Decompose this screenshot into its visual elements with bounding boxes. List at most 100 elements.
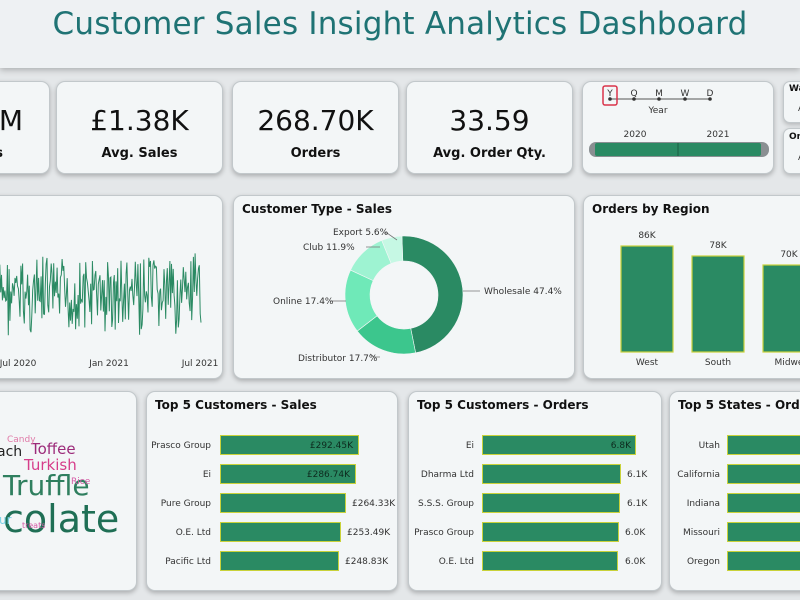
tco-row-3-bar[interactable] <box>482 493 620 513</box>
word-truffle: Truffle <box>2 469 90 502</box>
date-slicer-graphic: Y Q M W D Year 2020 2021 <box>589 85 769 157</box>
sales-trend-chart: Jul 2020 Jan 2021 Jul 2021 <box>0 253 219 369</box>
tcs-row-4-bar[interactable] <box>220 522 341 542</box>
word-ach: ach <box>0 444 22 460</box>
tso-row-4-bar[interactable] <box>727 522 800 542</box>
leader-distributor <box>369 353 380 358</box>
tso-row-4-name: Missouri <box>682 528 720 538</box>
bar-label-west: 86K <box>638 231 656 241</box>
level-caption: Year <box>647 106 667 116</box>
level-dot-q <box>632 97 636 101</box>
tso-row-5-bar[interactable] <box>727 551 800 571</box>
tcs-row-3-value: £264.33K <box>352 499 396 509</box>
tcs-row-1-bar[interactable] <box>220 435 359 455</box>
level-w[interactable]: W <box>681 89 690 99</box>
top-customers-orders-card[interactable]: Top 5 Customers - Orders Ei 6.8K Dharma … <box>408 391 662 591</box>
tco-row-5-value: 6.0K <box>625 557 646 567</box>
tso-row-3-name: Indiana <box>686 499 720 509</box>
side-slicer-1[interactable]: Wa A <box>783 81 800 123</box>
customer-type-donut: Wholesale 47.4% Distributor 17.7% Online… <box>273 228 562 364</box>
side-slicer-2-value: A <box>798 153 800 163</box>
bar-west[interactable] <box>620 245 674 353</box>
tcs-row-5-bar[interactable] <box>220 551 339 571</box>
customer-type-title: Customer Type - Sales <box>242 202 392 216</box>
kpi-avg-order-qty-label: Avg. Order Qty. <box>433 146 546 161</box>
level-q[interactable]: Q <box>630 89 637 99</box>
selected-level-highlight <box>602 85 618 106</box>
level-m[interactable]: M <box>655 89 663 99</box>
top-states-orders-card[interactable]: Top 5 States - Orders Utah California In… <box>669 391 800 591</box>
donut-slices <box>344 235 464 355</box>
orders-by-region-card[interactable]: Orders by Region 86K 78K 70K West South … <box>583 195 800 379</box>
top-customers-sales-card[interactable]: Top 5 Customers - Sales Prasco Group £29… <box>146 391 398 591</box>
tco-row-2-bar[interactable] <box>482 464 621 484</box>
tcs-row-2-value: £286.74K <box>306 470 350 480</box>
kpi-total-sales[interactable]: M s <box>0 81 50 174</box>
slice-label-wholesale: Wholesale 47.4% <box>484 287 562 297</box>
kpi-orders-label: Orders <box>290 146 341 161</box>
tso-row-1-bar[interactable] <box>727 435 800 455</box>
word-cloud-card[interactable]: colate Truffle Turkish Toffee ach Candy … <box>0 391 137 591</box>
donut-slice-5[interactable] <box>381 235 404 264</box>
kpi-avg-order-qty[interactable]: 33.59 Avg. Order Qty. <box>406 81 573 174</box>
category-south: South <box>705 358 731 368</box>
date-slicer[interactable]: Y Q M W D Year 2020 2021 <box>582 81 774 174</box>
tso-row-2-name: California <box>677 470 720 480</box>
tcs-row-2-name: Ei <box>202 470 211 480</box>
tco-row-4-bar[interactable] <box>482 522 619 542</box>
side-slicer-1-value: A <box>798 104 800 114</box>
side-slicer-2[interactable]: Or A <box>783 128 800 174</box>
tco-row-5-name: O.E. Ltd <box>438 557 474 567</box>
level-y[interactable]: Y <box>606 89 613 99</box>
top-customers-orders-title: Top 5 Customers - Orders <box>417 398 589 412</box>
top-states-orders-title: Top 5 States - Orders <box>678 398 800 412</box>
category-midwest: Midwe <box>775 358 800 368</box>
word-colate: colate <box>3 497 119 541</box>
bar-label-south: 78K <box>709 241 727 251</box>
range-start-label: 2020 <box>624 130 647 140</box>
slice-label-distributor: Distributor 17.7% <box>298 354 378 364</box>
tso-row-1-name: Utah <box>698 441 720 451</box>
kpi-orders-value: 268.70K <box>257 104 374 137</box>
donut-slice-1[interactable] <box>401 235 464 354</box>
word-turkish: Turkish <box>23 456 77 474</box>
kpi-total-sales-label: s <box>0 146 3 161</box>
x-tick-jan-2021: Jan 2021 <box>88 359 129 369</box>
tcs-row-5-name: Pacific Ltd <box>165 557 211 567</box>
tso-row-3-bar[interactable] <box>727 493 800 513</box>
tco-row-3-value: 6.1K <box>627 499 648 509</box>
category-west: West <box>636 358 659 368</box>
dashboard-header: Customer Sales Insight Analytics Dashboa… <box>0 0 800 68</box>
bar-midwest[interactable] <box>762 264 800 353</box>
kpi-avg-sales-value: £1.38K <box>90 104 189 137</box>
side-slicer-2-label: Or <box>789 132 800 142</box>
tco-row-1-bar[interactable] <box>482 435 636 455</box>
tco-row-2-value: 6.1K <box>627 470 648 480</box>
kpi-avg-sales-label: Avg. Sales <box>101 146 178 161</box>
tco-row-1-name: Ei <box>465 441 474 451</box>
range-end-label: 2021 <box>707 130 730 140</box>
bar-south[interactable] <box>691 255 745 353</box>
word-rice: Rice <box>71 477 91 487</box>
x-tick-jul-2021: Jul 2021 <box>181 359 219 369</box>
tcs-row-3-bar[interactable] <box>220 493 346 513</box>
x-tick-jul-2020: Jul 2020 <box>0 359 37 369</box>
slice-label-export: Export 5.6% <box>333 228 389 238</box>
level-d[interactable]: D <box>707 89 714 99</box>
slice-label-club: Club 11.9% <box>303 243 355 253</box>
tso-row-5-name: Oregon <box>686 557 720 567</box>
tco-row-5-bar[interactable] <box>482 551 618 571</box>
level-dot-m <box>657 97 661 101</box>
kpi-orders[interactable]: 268.70K Orders <box>232 81 399 174</box>
tso-row-2-bar[interactable] <box>727 464 800 484</box>
customer-type-card[interactable]: Customer Type - Sales Wholesale 47.4% Di… <box>233 195 575 379</box>
bar-label-midwest: 70K <box>780 250 798 260</box>
tcs-row-4-value: £253.49K <box>347 528 391 538</box>
sales-trend-card[interactable]: Jul 2020 Jan 2021 Jul 2021 <box>0 195 223 379</box>
level-dot-w <box>683 97 687 101</box>
orders-by-region-chart: 86K 78K 70K West South Midwe <box>620 231 800 368</box>
tcs-row-2-bar[interactable] <box>220 464 356 484</box>
kpi-avg-sales[interactable]: £1.38K Avg. Sales <box>56 81 223 174</box>
top-customers-sales-title: Top 5 Customers - Sales <box>155 398 317 412</box>
tco-row-4-value: 6.0K <box>625 528 646 538</box>
